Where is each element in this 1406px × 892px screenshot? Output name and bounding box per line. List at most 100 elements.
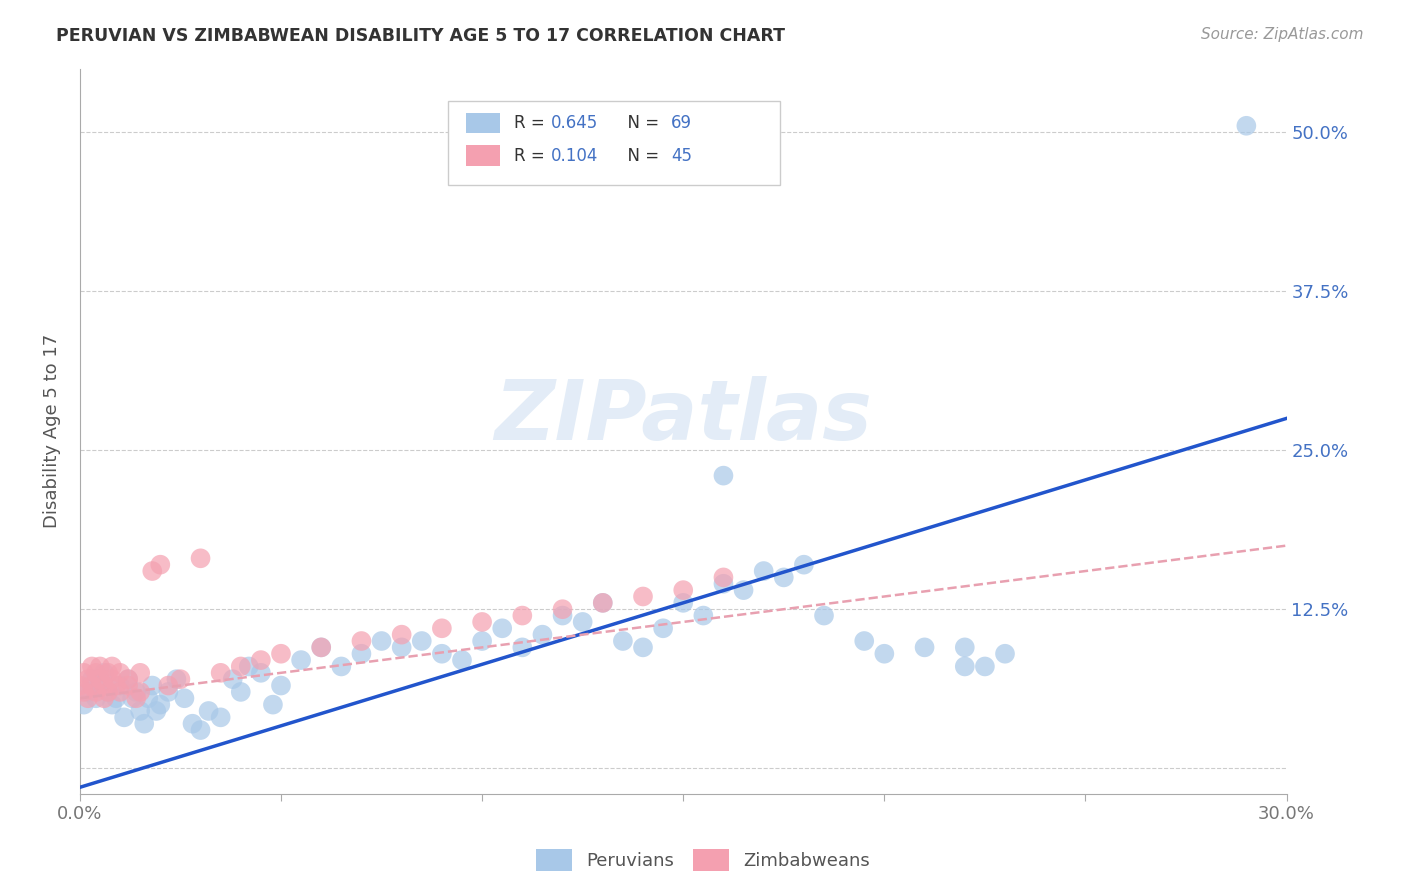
Point [391, 640, 413, 655]
Point [73, 698, 96, 712]
Point [84, 685, 107, 699]
Y-axis label: Disability Age 5 to 17: Disability Age 5 to 17 [44, 334, 60, 528]
Point [250, 653, 273, 667]
Point [350, 634, 373, 648]
Point [772, 570, 794, 584]
Point [652, 621, 675, 635]
Text: N =: N = [617, 146, 664, 164]
Legend: Peruvians, Zimbabweans: Peruvians, Zimbabweans [529, 842, 877, 879]
Point [117, 679, 139, 693]
Text: 0.104: 0.104 [551, 146, 598, 164]
Point [592, 596, 614, 610]
Point [491, 621, 513, 635]
Point [73, 665, 96, 680]
Point [84, 665, 107, 680]
Point [612, 634, 634, 648]
Point [93, 691, 115, 706]
Point [145, 704, 167, 718]
Point [914, 640, 936, 655]
Point [101, 698, 124, 712]
Point [229, 685, 252, 699]
FancyBboxPatch shape [449, 101, 780, 185]
Point [121, 691, 143, 706]
Point [149, 698, 172, 712]
Point [77, 691, 100, 706]
Point [873, 647, 896, 661]
Point [672, 596, 695, 610]
Point [571, 615, 593, 629]
Point [853, 634, 876, 648]
Point [105, 691, 128, 706]
Text: ZIPatlas: ZIPatlas [495, 376, 872, 457]
Point [330, 659, 353, 673]
Point [129, 665, 152, 680]
Text: Source: ZipAtlas.com: Source: ZipAtlas.com [1201, 27, 1364, 42]
Point [97, 685, 120, 699]
Point [117, 672, 139, 686]
Point [994, 647, 1017, 661]
Point [238, 659, 260, 673]
Text: R =: R = [515, 114, 550, 132]
Point [77, 672, 100, 686]
Point [290, 653, 312, 667]
Point [209, 710, 232, 724]
Point [953, 659, 976, 673]
Point [1234, 119, 1257, 133]
Point [411, 634, 433, 648]
Point [430, 621, 453, 635]
Point [157, 679, 180, 693]
Point [813, 608, 835, 623]
Point [270, 679, 292, 693]
Text: 69: 69 [671, 114, 692, 132]
Point [77, 685, 100, 699]
Point [84, 691, 107, 706]
Point [141, 564, 163, 578]
Point [125, 691, 148, 706]
Point [165, 672, 187, 686]
Point [112, 710, 135, 724]
Point [157, 685, 180, 699]
Point [430, 647, 453, 661]
Point [69, 679, 91, 693]
Point [209, 665, 232, 680]
Point [141, 679, 163, 693]
Point [136, 691, 159, 706]
Point [129, 704, 152, 718]
Point [129, 685, 152, 699]
Point [80, 659, 103, 673]
Point [105, 679, 128, 693]
Text: R =: R = [515, 146, 550, 164]
Point [713, 570, 735, 584]
Point [713, 468, 735, 483]
Point [270, 647, 292, 661]
Text: 0.645: 0.645 [551, 114, 598, 132]
Point [309, 640, 332, 655]
Point [190, 551, 212, 566]
Point [631, 640, 654, 655]
FancyBboxPatch shape [465, 145, 499, 166]
Point [169, 672, 191, 686]
Point [631, 590, 654, 604]
Point [89, 672, 111, 686]
FancyBboxPatch shape [465, 112, 499, 133]
Point [117, 672, 139, 686]
Point [80, 672, 103, 686]
Point [713, 576, 735, 591]
Point [551, 602, 574, 616]
Point [108, 685, 131, 699]
Point [370, 634, 392, 648]
Point [125, 685, 148, 699]
Point [551, 608, 574, 623]
Point [733, 583, 755, 598]
Point [471, 615, 494, 629]
Point [73, 685, 96, 699]
Point [101, 672, 124, 686]
Point [108, 679, 131, 693]
Point [974, 659, 997, 673]
Point [451, 653, 474, 667]
Point [93, 679, 115, 693]
Text: 45: 45 [671, 146, 692, 164]
Point [471, 634, 494, 648]
Point [101, 659, 124, 673]
Point [97, 685, 120, 699]
